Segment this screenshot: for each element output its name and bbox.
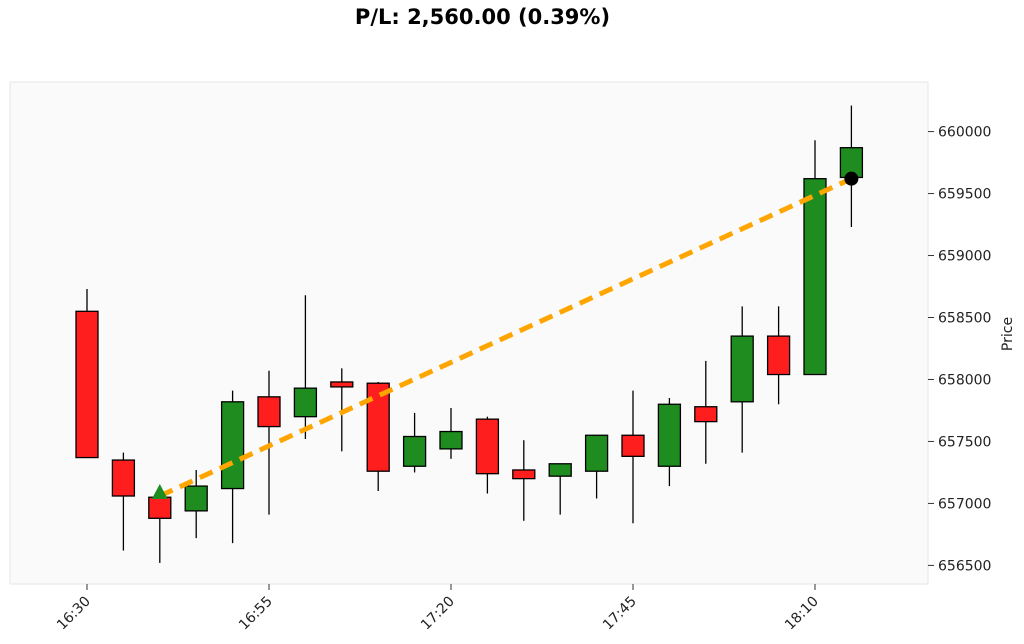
x-tick-label: 18:10: [782, 594, 822, 634]
candle-body-down: [694, 406, 718, 423]
y-tick-label: 660000: [938, 125, 991, 141]
y-tick-label: 659000: [938, 249, 991, 265]
chart-title: P/L: 2,560.00 (0.39%): [354, 5, 611, 29]
trade-layer: [151, 171, 859, 499]
candle-body-down: [148, 496, 172, 519]
candle-body-down: [766, 335, 791, 376]
candle-body-down: [257, 396, 281, 428]
x-tick-label: 16:55: [236, 594, 276, 634]
y-tick-label: 658500: [938, 311, 991, 327]
x-axis: 16:30 16:55 17:20 17:45 18:10: [54, 584, 822, 633]
candle-body-up: [803, 178, 827, 376]
body-layer: [75, 147, 864, 519]
y-tick-label: 656500: [938, 558, 991, 574]
y-tick-label: 659500: [938, 187, 991, 203]
y-axis: 656500 657000 657500 658000 658500 659000 6595…: [928, 125, 991, 574]
candle-body-up: [184, 485, 208, 512]
candle-body-down: [475, 418, 500, 475]
entry-marker: [151, 483, 168, 499]
candle-body-down: [621, 434, 645, 457]
candle-body-down: [111, 459, 136, 497]
x-tick-label: 17:45: [600, 594, 640, 634]
plot-area: [9, 81, 929, 585]
y-tick-label: 657500: [938, 434, 991, 450]
candle-body-down: [512, 469, 536, 480]
candle-body-up: [439, 430, 463, 450]
candle-body-down: [75, 310, 99, 459]
candle-body-up: [220, 401, 245, 490]
candle-body-up: [293, 387, 318, 418]
candle-body-up: [730, 335, 754, 403]
candle-body-down: [330, 381, 354, 388]
y-axis-label: Price: [1000, 317, 1016, 351]
candle-body-up: [402, 435, 427, 467]
candle-body-down: [366, 382, 390, 472]
candle-body-up: [657, 403, 682, 467]
y-tick-label: 657000: [938, 496, 991, 512]
x-tick-label: 17:20: [418, 594, 458, 634]
y-tick-label: 658000: [938, 372, 991, 388]
candle-body-up: [548, 463, 572, 477]
candle-body-up: [584, 434, 609, 472]
trade-line: [158, 176, 853, 499]
x-tick-label: 16:30: [54, 594, 94, 634]
exit-marker: [844, 171, 859, 186]
